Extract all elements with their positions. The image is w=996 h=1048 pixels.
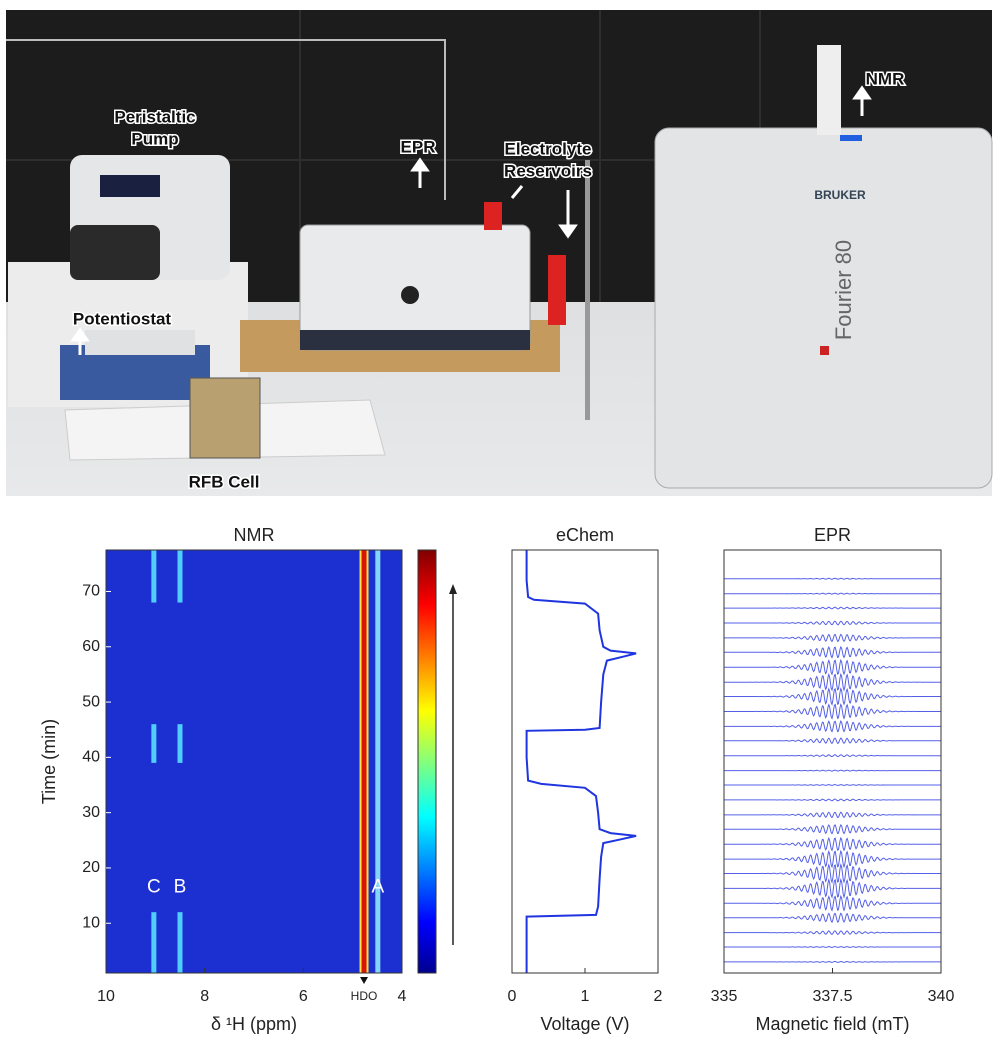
peak-label: C bbox=[147, 876, 161, 897]
epr-trace bbox=[724, 720, 941, 733]
reservoir bbox=[484, 202, 502, 230]
photo-label: Electrolyte bbox=[505, 139, 592, 158]
peak-band bbox=[151, 912, 157, 973]
epr-trace bbox=[724, 930, 941, 936]
x-tick-label: 6 bbox=[299, 988, 308, 1005]
y-tick-label: 70 bbox=[82, 583, 100, 600]
peak-label: A bbox=[371, 876, 384, 897]
epr-trace bbox=[724, 894, 941, 912]
y-tick-label: 40 bbox=[82, 749, 100, 766]
epr-trace bbox=[724, 645, 941, 659]
epr-base bbox=[300, 330, 530, 350]
logo-square bbox=[820, 346, 829, 355]
epr-trace bbox=[724, 912, 941, 924]
stand-rod bbox=[585, 160, 590, 420]
peak-band bbox=[177, 912, 183, 973]
epr-trace bbox=[724, 577, 941, 580]
epr-trace bbox=[724, 687, 941, 706]
epr-trace bbox=[724, 737, 941, 745]
x-tick-label: 10 bbox=[97, 988, 115, 1005]
photo-label: Peristaltic bbox=[114, 107, 195, 126]
epr-trace bbox=[724, 878, 941, 899]
photo-label: Pump bbox=[131, 129, 178, 148]
colorbar bbox=[417, 549, 437, 974]
x-axis-label: Magnetic field (mT) bbox=[755, 1014, 909, 1034]
panel-title: eChem bbox=[556, 525, 614, 545]
x-tick-label: 2 bbox=[654, 988, 663, 1005]
peak-band bbox=[177, 550, 183, 603]
x-axis-label: Voltage (V) bbox=[540, 1014, 629, 1034]
x-tick-label: 0 bbox=[508, 988, 517, 1005]
photo-label: RFB Cell bbox=[189, 472, 260, 491]
pump-display bbox=[100, 175, 160, 197]
epr-trace bbox=[724, 849, 941, 869]
voltage-line bbox=[525, 550, 637, 973]
epr-trace bbox=[724, 633, 941, 643]
y-axis-label: Time (min) bbox=[39, 719, 59, 804]
peak-marker bbox=[360, 977, 369, 984]
peak-band bbox=[151, 550, 157, 603]
reservoir bbox=[548, 255, 566, 325]
y-tick-label: 30 bbox=[82, 804, 100, 821]
peak-band bbox=[151, 724, 157, 763]
peak-band bbox=[177, 724, 183, 763]
epr-knob bbox=[401, 286, 419, 304]
y-tick-label: 20 bbox=[82, 859, 100, 876]
heatmap-bg bbox=[106, 550, 402, 973]
panel-title: EPR bbox=[814, 525, 851, 545]
potentiostat-top bbox=[85, 330, 195, 355]
photo-arrows bbox=[70, 85, 872, 355]
x-axis-label: δ ¹H (ppm) bbox=[211, 1014, 297, 1034]
y-tick-label: 10 bbox=[82, 914, 100, 931]
epr-trace bbox=[724, 620, 941, 626]
nmr-led bbox=[840, 135, 862, 141]
epr-trace bbox=[724, 592, 941, 595]
nmr-probe bbox=[817, 45, 841, 135]
epr-trace bbox=[724, 811, 941, 819]
peak-label: B bbox=[174, 876, 187, 897]
x-tick-label: 8 bbox=[200, 988, 209, 1005]
plot-frame bbox=[105, 549, 403, 974]
nmr-device bbox=[654, 127, 993, 489]
panel-title: NMR bbox=[234, 525, 275, 545]
epr-trace bbox=[724, 784, 941, 786]
epr-trace bbox=[724, 769, 941, 772]
epr-trace bbox=[724, 672, 941, 692]
x-tick-label: 337.5 bbox=[812, 988, 852, 1005]
epr-trace bbox=[724, 823, 941, 835]
y-tick-label: 50 bbox=[82, 693, 100, 710]
epr-trace bbox=[724, 703, 941, 720]
peak-band bbox=[375, 550, 381, 973]
colorbar-arrowhead bbox=[449, 584, 457, 594]
photo-label: EPR bbox=[401, 137, 436, 156]
peak-band bbox=[361, 550, 367, 973]
epr-trace bbox=[724, 946, 941, 948]
epr-trace bbox=[724, 836, 941, 852]
x-tick-label: 4 bbox=[398, 988, 407, 1005]
photo-label: NMR bbox=[866, 69, 905, 88]
y-tick-label: 60 bbox=[82, 638, 100, 655]
plot-frame bbox=[511, 549, 659, 974]
peak-label: HDO bbox=[351, 989, 378, 1003]
epr-trace bbox=[724, 863, 941, 884]
photo: BRUKER Fourier 80 Peristaltic Pump EPR E… bbox=[6, 10, 993, 496]
epr-trace bbox=[724, 960, 941, 963]
device-text: BRUKER bbox=[814, 188, 866, 202]
epr-trace bbox=[724, 754, 941, 758]
epr-trace bbox=[724, 658, 941, 676]
photo-label: Potentiostat bbox=[73, 309, 172, 328]
x-tick-label: 335 bbox=[711, 988, 738, 1005]
epr-trace bbox=[724, 606, 941, 610]
pump-head bbox=[70, 225, 160, 280]
x-tick-label: 1 bbox=[581, 988, 590, 1005]
photo-label: Reservoirs bbox=[504, 161, 592, 180]
device-text: Fourier 80 bbox=[831, 240, 856, 340]
epr-trace bbox=[724, 798, 941, 802]
tube bbox=[6, 39, 446, 200]
x-tick-label: 340 bbox=[928, 988, 955, 1005]
rfb-cell bbox=[189, 377, 261, 459]
